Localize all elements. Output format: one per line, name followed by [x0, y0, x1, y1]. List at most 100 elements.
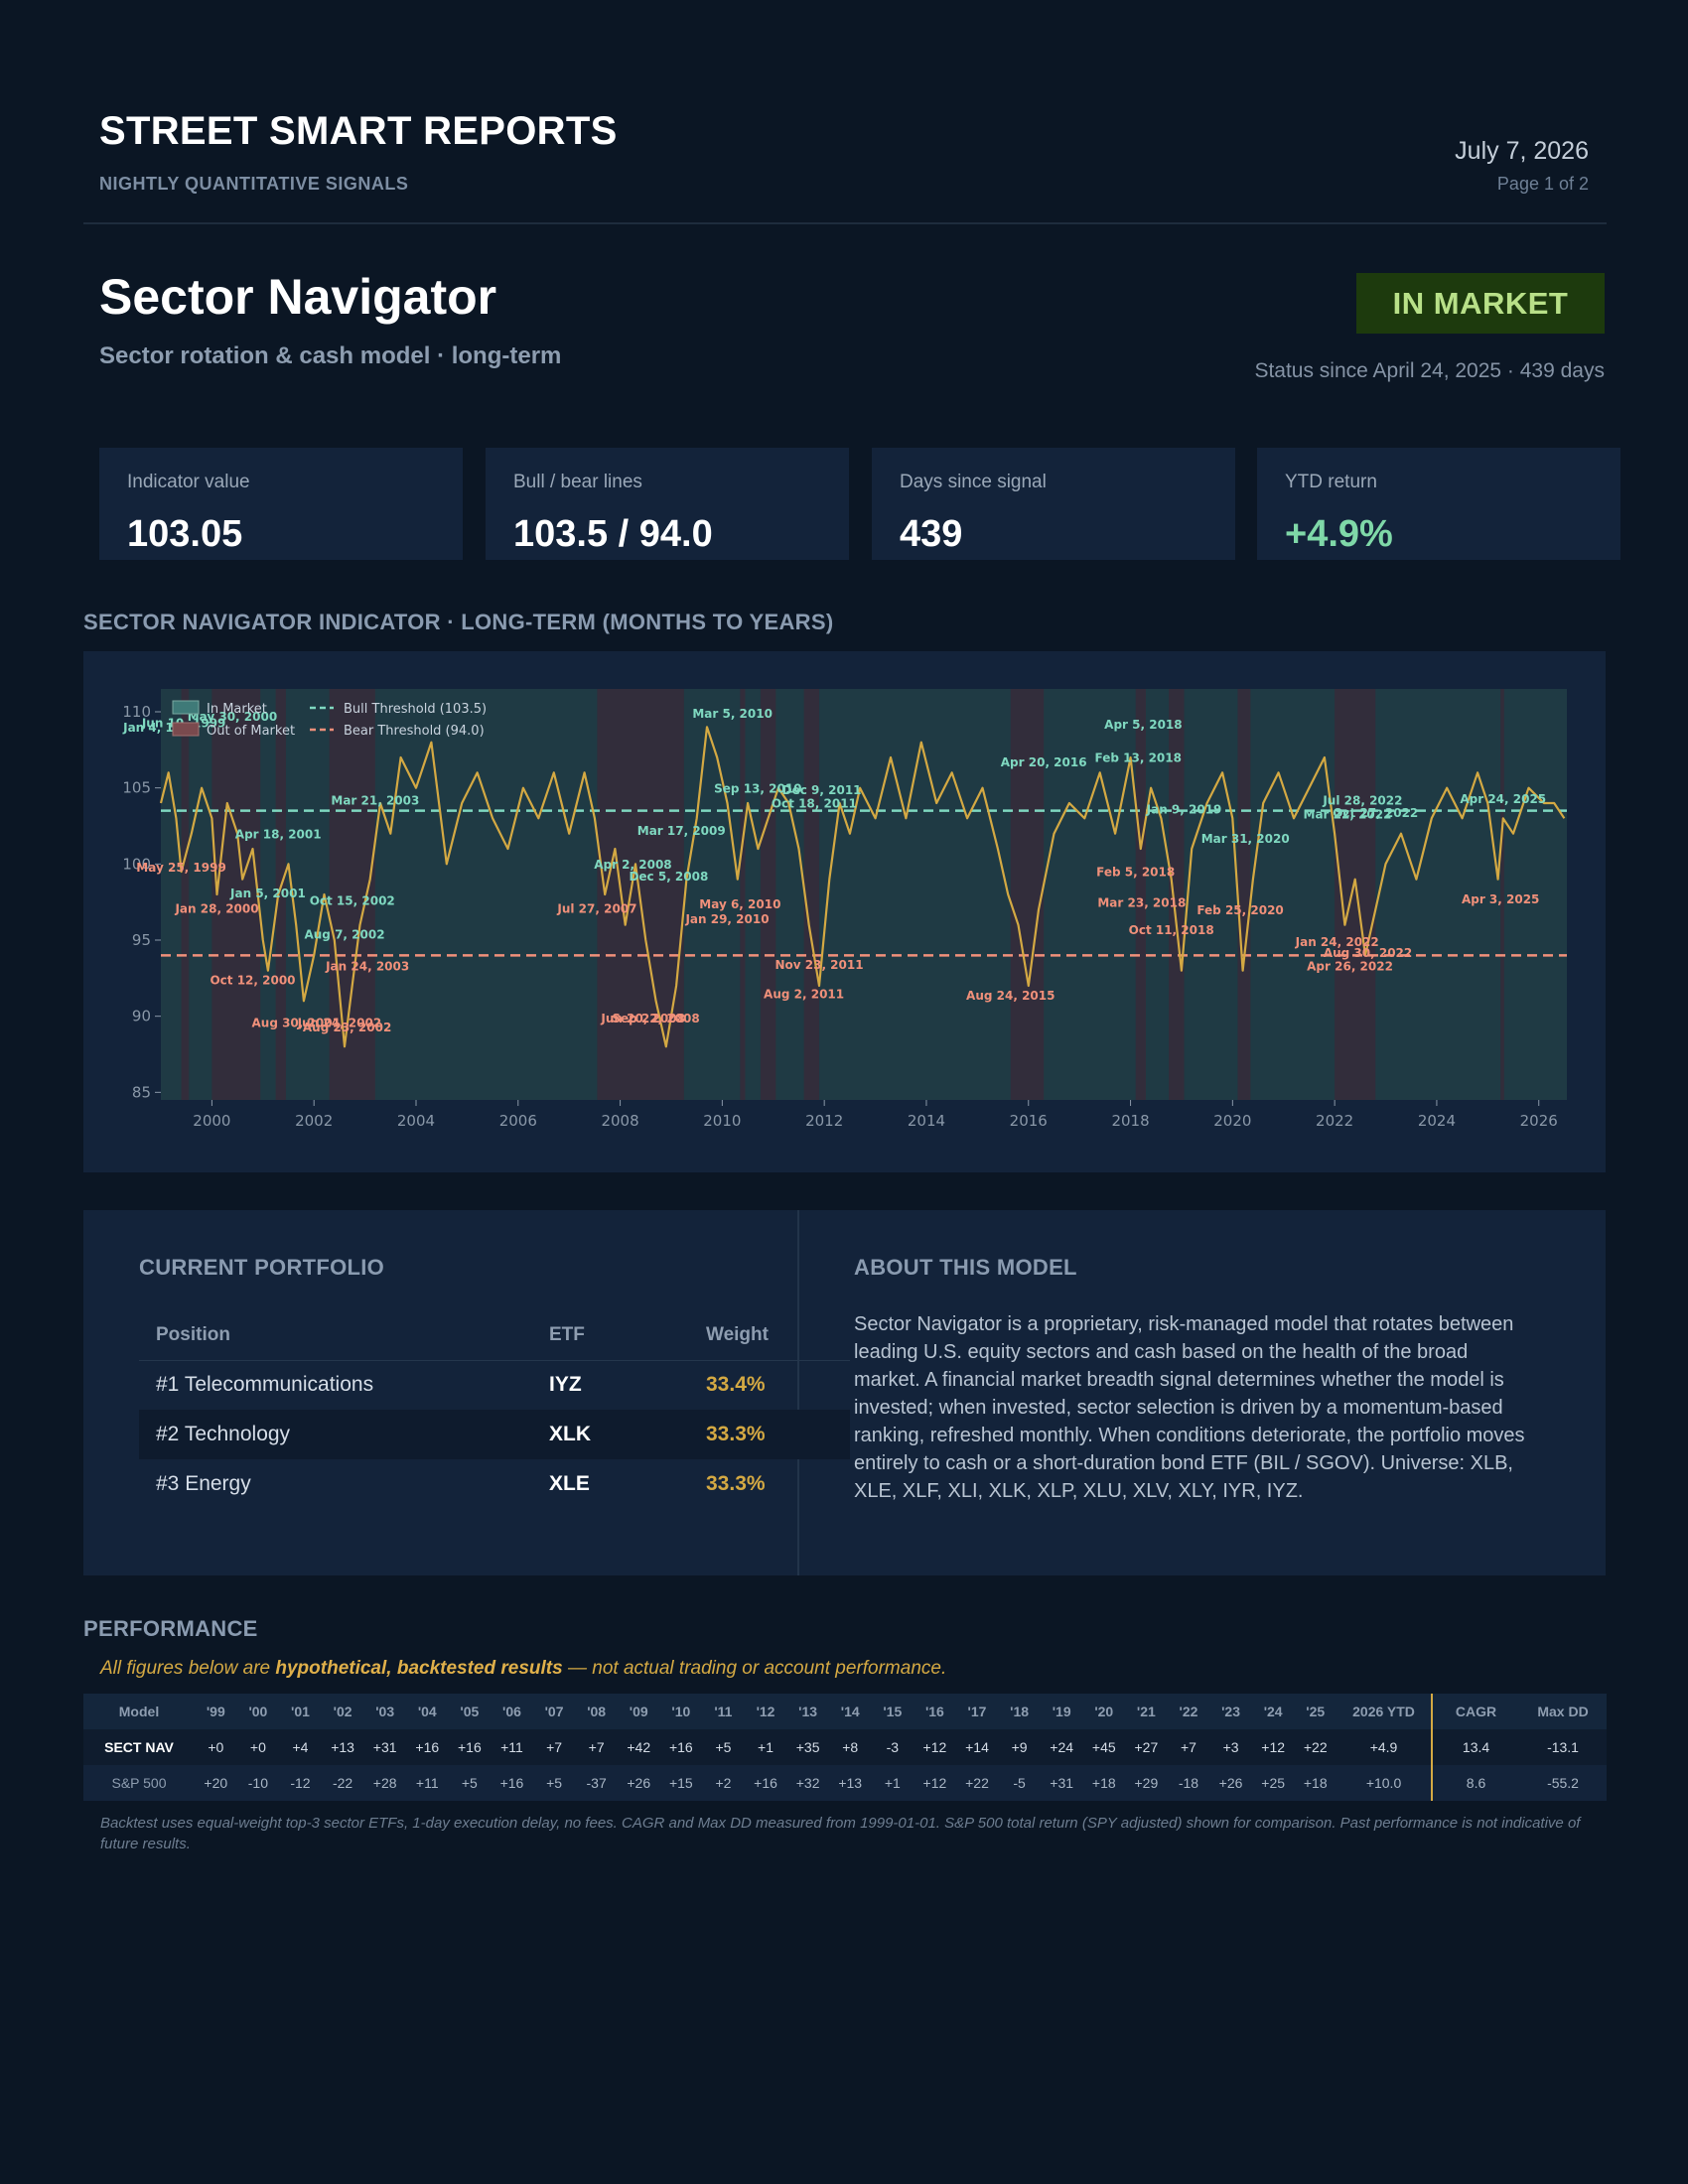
ytd-return-card: YTD return +4.9% [1257, 448, 1620, 560]
y-tick-label: 105 [122, 779, 151, 797]
etf-cell: IYZ [549, 1373, 582, 1397]
weight-cell: 33.3% [706, 1472, 766, 1495]
return-cell: +22 [1294, 1729, 1337, 1765]
status-since: Status since April 24, 2025 · 439 days [1254, 359, 1605, 382]
x-tick-label: 2006 [499, 1112, 537, 1130]
col-header: '13 [786, 1694, 829, 1729]
bull-signal-label: Mar 5, 2010 [692, 707, 773, 721]
bull-signal-label: Apr 24, 2025 [1460, 792, 1546, 806]
disclaimer-bold: hypothetical, backtested results [275, 1658, 563, 1679]
weight-cell: 33.4% [706, 1373, 766, 1397]
table-row: S&P 500 +20 -10 -12 -22 +28 +11 +5 +16 +5 -37 +26 +1… [83, 1765, 1608, 1801]
col-header: '01 [279, 1694, 322, 1729]
card-label: Days since signal [900, 472, 1047, 492]
return-cell: +42 [617, 1729, 660, 1765]
days-since-signal-card: Days since signal 439 [872, 448, 1235, 560]
return-cell: +13 [828, 1765, 872, 1801]
table-row: #2 Technology XLK 33.3% [139, 1410, 850, 1459]
panel-divider [797, 1210, 799, 1575]
bear-signal-label: Sep 22, 2008 [612, 1012, 699, 1025]
table-row: SECT NAV +0 +0 +4 +13 +31 +16 +16 +11 +7 +7 +42 +16 +… [83, 1729, 1608, 1765]
bull-signal-label: Aug 7, 2002 [304, 927, 384, 941]
bear-signal-label: Aug 24, 2015 [966, 989, 1055, 1003]
bear-signal-label: Aug 23, 2002 [303, 1021, 391, 1034]
col-header: '05 [448, 1694, 492, 1729]
x-tick-label: 2010 [703, 1112, 741, 1130]
bear-signal-label: May 6, 2010 [699, 897, 780, 911]
col-header: '03 [363, 1694, 406, 1729]
weight-cell: 33.3% [689, 1410, 850, 1459]
return-cell: +1 [744, 1729, 787, 1765]
return-cell: +5 [532, 1765, 576, 1801]
return-cell: -10 [236, 1765, 280, 1801]
col-header: '24 [1251, 1694, 1295, 1729]
return-cell: -5 [998, 1765, 1041, 1801]
return-cell: +18 [1082, 1765, 1126, 1801]
bear-signal-label: Feb 25, 2020 [1196, 903, 1283, 917]
bear-signal-label: Jun 20, 2008 [600, 1012, 685, 1025]
return-cell: +3 [1209, 1729, 1252, 1765]
report-date: July 7, 2026 [1455, 137, 1589, 165]
x-tick-label: 2024 [1418, 1112, 1456, 1130]
portfolio-about-panel [83, 1210, 1606, 1575]
disclaimer-post: — not actual trading or account performa… [562, 1658, 947, 1679]
position-cell: #2 Technology [139, 1410, 532, 1459]
bull-signal-label: Mar 22, 2022 [1304, 807, 1392, 821]
indicator-value-card: Indicator value 103.05 [99, 448, 463, 560]
col-header: '06 [491, 1694, 533, 1729]
table-row: #1 Telecommunications IYZ 33.4% [139, 1360, 850, 1410]
return-cell: +8 [828, 1729, 872, 1765]
model-title: Sector Navigator [99, 269, 497, 325]
col-header: '04 [405, 1694, 449, 1729]
legend-label: Bear Threshold (94.0) [344, 724, 485, 739]
bull-signal-label: Mar 17, 2009 [637, 824, 726, 838]
col-header: '22 [1167, 1694, 1210, 1729]
return-cell: 13.4 [1431, 1729, 1520, 1765]
return-cell: +15 [659, 1765, 703, 1801]
bear-signal-label: Jan 24, 2022 [1295, 935, 1379, 949]
bear-signal-label: Jun 24, 2002 [297, 1016, 382, 1029]
return-cell: -3 [871, 1729, 914, 1765]
return-cell: +0 [236, 1729, 280, 1765]
bear-signal-label: Aug 30, 2001 [251, 1016, 340, 1029]
legend-label: Out of Market [207, 724, 295, 739]
table-header-row: Model '99'00'01'02'03'04'05'06'07'08'09'1… [83, 1694, 1608, 1729]
out-of-market-band [803, 689, 820, 1100]
return-cell: +31 [1040, 1765, 1083, 1801]
model-subtitle: Sector rotation & cash model · long-term [99, 342, 562, 369]
return-cell: +29 [1125, 1765, 1168, 1801]
bull-signal-label: Apr 20, 2016 [1001, 755, 1087, 769]
col-header: '08 [575, 1694, 618, 1729]
bear-signal-label: May 25, 1999 [136, 861, 226, 875]
return-cell: +28 [363, 1765, 406, 1801]
legend-in-market-swatch [172, 700, 200, 715]
bull-signal-label: Oct 18, 2011 [772, 797, 857, 811]
x-tick-label: 2002 [295, 1112, 333, 1130]
card-label: Bull / bear lines [513, 472, 642, 492]
col-position: Position [139, 1310, 532, 1361]
col-header: '07 [532, 1694, 576, 1729]
out-of-market-band [1135, 689, 1146, 1100]
return-cell: -12 [279, 1765, 322, 1801]
return-cell: +24 [1040, 1729, 1083, 1765]
plot-area [161, 689, 1567, 1100]
x-tick-label: 2020 [1213, 1112, 1251, 1130]
return-cell: +16 [659, 1729, 703, 1765]
performance-footnote: Backtest uses equal-weight top-3 sector … [100, 1815, 1581, 1852]
col-header: '23 [1209, 1694, 1252, 1729]
performance-disclaimer: All figures below are hypothetical, back… [100, 1658, 946, 1680]
position-cell: #3 Energy [156, 1472, 251, 1495]
page-number: Page 1 of 2 [1496, 174, 1589, 194]
col-header: CAGR [1431, 1694, 1520, 1729]
return-cell: +14 [955, 1729, 999, 1765]
performance-table: Model '99'00'01'02'03'04'05'06'07'08'09'1… [83, 1694, 1608, 1801]
brand-tagline: NIGHTLY QUANTITATIVE SIGNALS [99, 174, 409, 194]
bear-signal-label: Apr 26, 2022 [1307, 960, 1393, 974]
return-cell: +45 [1082, 1729, 1126, 1765]
col-header: '09 [617, 1694, 660, 1729]
col-header: 2026 YTD [1336, 1694, 1433, 1729]
return-cell: +22 [955, 1765, 999, 1801]
out-of-market-band [211, 689, 261, 1100]
col-header: '17 [955, 1694, 999, 1729]
x-tick-label: 2008 [601, 1112, 638, 1130]
